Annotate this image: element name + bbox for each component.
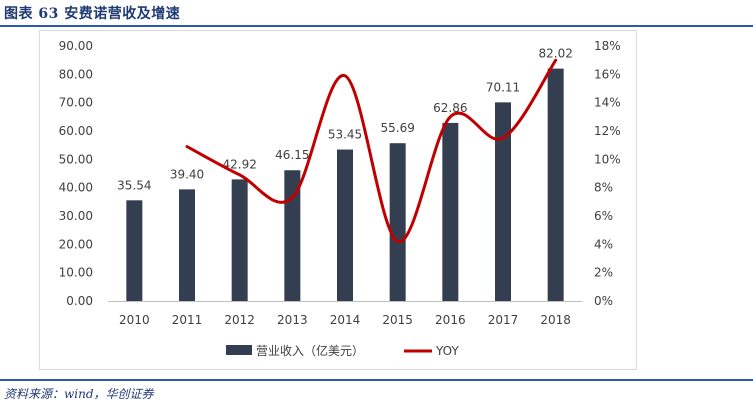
y-left-tick-label: 0.00	[66, 294, 93, 308]
y-left-tick-label: 70.00	[59, 96, 93, 110]
bar-value-label: 53.45	[328, 128, 362, 142]
bar-value-label: 55.69	[380, 121, 414, 135]
y-left-tick-label: 60.00	[59, 124, 93, 138]
x-tick-label: 2014	[330, 313, 361, 327]
chart-panel	[39, 30, 637, 370]
bar-value-label: 42.92	[222, 157, 256, 171]
bar-value-label: 35.54	[117, 178, 151, 192]
bar-value-label: 46.15	[275, 148, 309, 162]
y-left-tick-label: 10.00	[59, 266, 93, 280]
bar	[179, 189, 195, 301]
legend-label-yoy: YOY	[435, 344, 459, 358]
x-tick-label: 2016	[435, 313, 466, 327]
y-right-tick-label: 10%	[594, 152, 621, 166]
y-left-tick-label: 40.00	[59, 181, 93, 195]
bar	[231, 179, 248, 301]
figure-header: 图表 63 安费诺营收及增速	[0, 0, 753, 28]
bar	[337, 149, 353, 301]
figure-title: 图表 63 安费诺营收及增速	[4, 6, 181, 22]
y-right-tick-label: 0%	[594, 294, 613, 308]
bar	[284, 170, 301, 301]
bar	[389, 143, 406, 301]
x-tick-label: 2018	[540, 313, 571, 327]
x-tick-label: 2013	[277, 313, 308, 327]
bar-value-label: 39.40	[170, 167, 204, 181]
bar-value-label: 82.02	[538, 47, 572, 61]
x-tick-label: 2015	[382, 313, 413, 327]
bar	[547, 68, 564, 301]
y-right-tick-label: 8%	[594, 181, 613, 195]
x-tick-label: 2010	[119, 313, 150, 327]
y-right-tick-label: 2%	[594, 266, 613, 280]
legend-swatch-revenue	[226, 345, 252, 355]
bar-value-label: 62.86	[433, 101, 467, 115]
y-left-tick-label: 80.00	[59, 67, 93, 81]
y-left-tick-label: 30.00	[59, 209, 93, 223]
footer-rule	[0, 379, 753, 381]
header-rule	[0, 25, 753, 27]
y-right-tick-label: 4%	[594, 237, 613, 251]
yoy-line	[185, 58, 558, 244]
y-right-tick-label: 14%	[594, 96, 621, 110]
y-left-tick-label: 50.00	[59, 152, 93, 166]
y-right-tick-label: 18%	[594, 39, 621, 53]
bar	[495, 102, 511, 301]
bar	[126, 200, 143, 301]
y-left-tick-label: 20.00	[59, 237, 93, 251]
y-right-tick-label: 16%	[594, 67, 621, 81]
x-tick-label: 2011	[172, 313, 203, 327]
bar-value-label: 70.11	[486, 80, 520, 94]
source-note: 资料来源：wind，华创证券	[4, 387, 154, 401]
y-right-tick-label: 6%	[594, 209, 613, 223]
bar	[442, 122, 459, 301]
y-right-tick-label: 12%	[594, 124, 621, 138]
x-tick-label: 2012	[224, 313, 255, 327]
y-left-tick-label: 90.00	[59, 39, 93, 53]
x-tick-label: 2017	[488, 313, 519, 327]
legend-label-revenue: 营业收入（亿美元）	[256, 343, 364, 358]
